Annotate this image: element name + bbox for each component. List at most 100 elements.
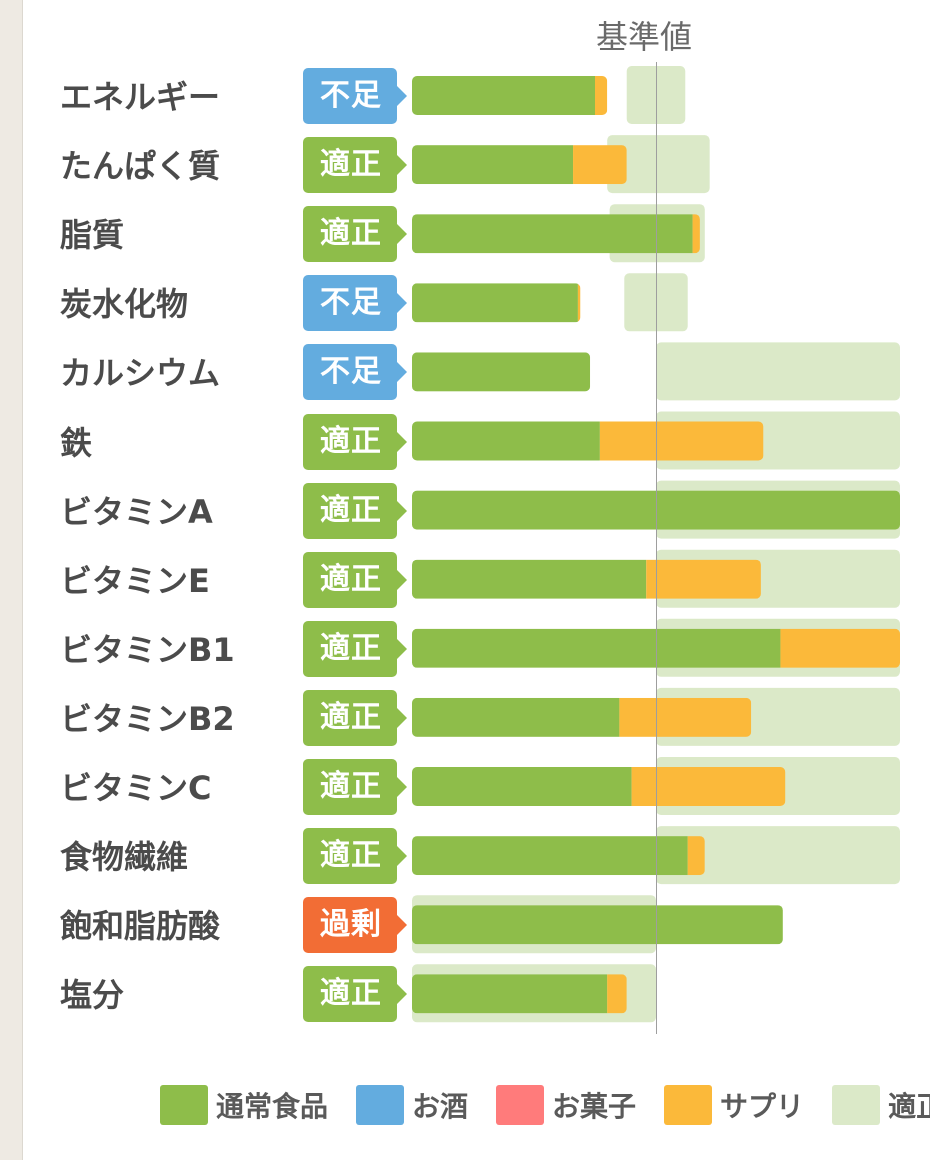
bar-segment [412,697,620,737]
legend-swatch [160,1085,208,1125]
bar-segment [619,697,752,737]
status-badge: 適正 [303,413,407,470]
bar-segment [780,628,900,668]
bar-segment [412,905,783,945]
nutrient-label: カルシウム [60,354,221,393]
legend-item: サプリ [664,1085,804,1125]
badge-pointer [397,638,407,659]
status-badge-text: 適正 [320,216,382,252]
legend-label: お酒 [412,1090,469,1123]
bar-segment [412,283,578,323]
bar-segment [412,352,591,392]
nutrient-label: 炭水化物 [60,285,189,324]
reference-line [656,62,657,1034]
legend-item: お菓子 [496,1085,636,1125]
status-badge: 不足 [303,68,407,124]
optimal-range-band [656,826,900,885]
status-badge: 適正 [303,966,407,1023]
legend-label: サプリ [720,1090,805,1123]
bar-segment [412,421,600,461]
badge-pointer [397,293,407,314]
badge-pointer [397,984,407,1005]
legend-label: 適正 [888,1090,930,1123]
nutrient-label: ビタミンC [60,769,212,807]
legend-swatch [496,1085,545,1125]
legend-swatch [356,1085,405,1125]
nutrient-label: 飽和脂肪酸 [60,907,221,946]
status-badge-text: 適正 [320,630,382,666]
legend-item: お酒 [356,1085,468,1125]
nutrient-label: エネルギー [60,78,221,116]
status-badge: 適正 [303,551,407,608]
legend-item: 適正 [832,1085,930,1125]
reference-value-label: 基準値 [596,18,693,56]
status-badge: 不足 [303,275,407,332]
legend-swatch [664,1085,713,1125]
nutrient-label: ビタミンE [60,561,210,600]
left-panel-edge [0,0,23,1160]
bar-segment [412,628,781,668]
nutrient-label: ビタミンB2 [60,699,235,738]
status-badge-text: 適正 [320,769,382,804]
bar-segment [577,283,581,323]
bar-segment [631,767,786,806]
status-badge: 適正 [303,137,407,194]
bar-segment [412,214,693,254]
bar-segment [573,145,627,185]
badge-pointer [397,846,407,867]
status-badge: 適正 [303,482,407,539]
nutrient-label: 脂質 [60,216,125,255]
status-badge-text: 不足 [320,78,382,113]
status-badge: 適正 [303,828,407,885]
status-badge: 適正 [303,206,407,263]
nutrient-label: ビタミンA [60,492,213,531]
nutrient-label: 食物繊維 [60,838,189,877]
bar-segment [692,214,700,254]
bar-segment [412,974,608,1014]
legend-swatch [832,1085,881,1125]
status-badge: 適正 [303,620,407,677]
status-badge: 適正 [303,759,407,815]
chart-legend: 通常食品 お酒 お菓子 サプリ 適正 [160,1084,930,1126]
bar-segment [599,421,764,461]
nutrient-label: たんぱく質 [60,147,221,186]
legend-item: 通常食品 [160,1085,328,1125]
status-badge: 不足 [303,344,407,401]
nutrient-label: ビタミンB1 [60,630,235,669]
optimal-range-band [607,135,710,194]
badge-pointer [397,224,407,245]
badge-pointer [397,86,407,106]
badge-pointer [397,362,407,383]
bar-segment [412,767,632,806]
status-badge-text: 過剰 [320,907,382,943]
nutrient-label: 鉄 [60,423,93,462]
bar-segment [607,974,627,1014]
status-badge-text: 不足 [320,285,382,321]
badge-pointer [397,777,407,797]
legend-label: 通常食品 [216,1090,329,1123]
status-badge: 適正 [303,689,407,746]
bar-segment [595,76,608,115]
optimal-range-band [656,342,900,401]
bar-segment [687,836,705,876]
bar-segment [412,145,574,185]
status-badge: 過剰 [303,897,407,954]
bar-segment [412,559,647,599]
badge-pointer [397,155,407,176]
status-badge-text: 適正 [320,561,382,597]
bar-segment [646,559,761,599]
status-badge-text: 適正 [320,423,382,459]
status-badge-text: 適正 [320,492,382,528]
badge-pointer [397,569,407,590]
badge-pointer [397,500,407,521]
bar-segment [412,836,688,876]
badge-pointer [397,707,407,728]
badge-pointer [397,915,407,936]
bar-segment [412,76,595,115]
optimal-range-band [626,66,686,124]
status-badge-text: 適正 [320,838,382,874]
legend-label: お菓子 [552,1090,637,1123]
status-badge-text: 適正 [320,699,382,735]
status-badge-text: 不足 [320,354,382,390]
